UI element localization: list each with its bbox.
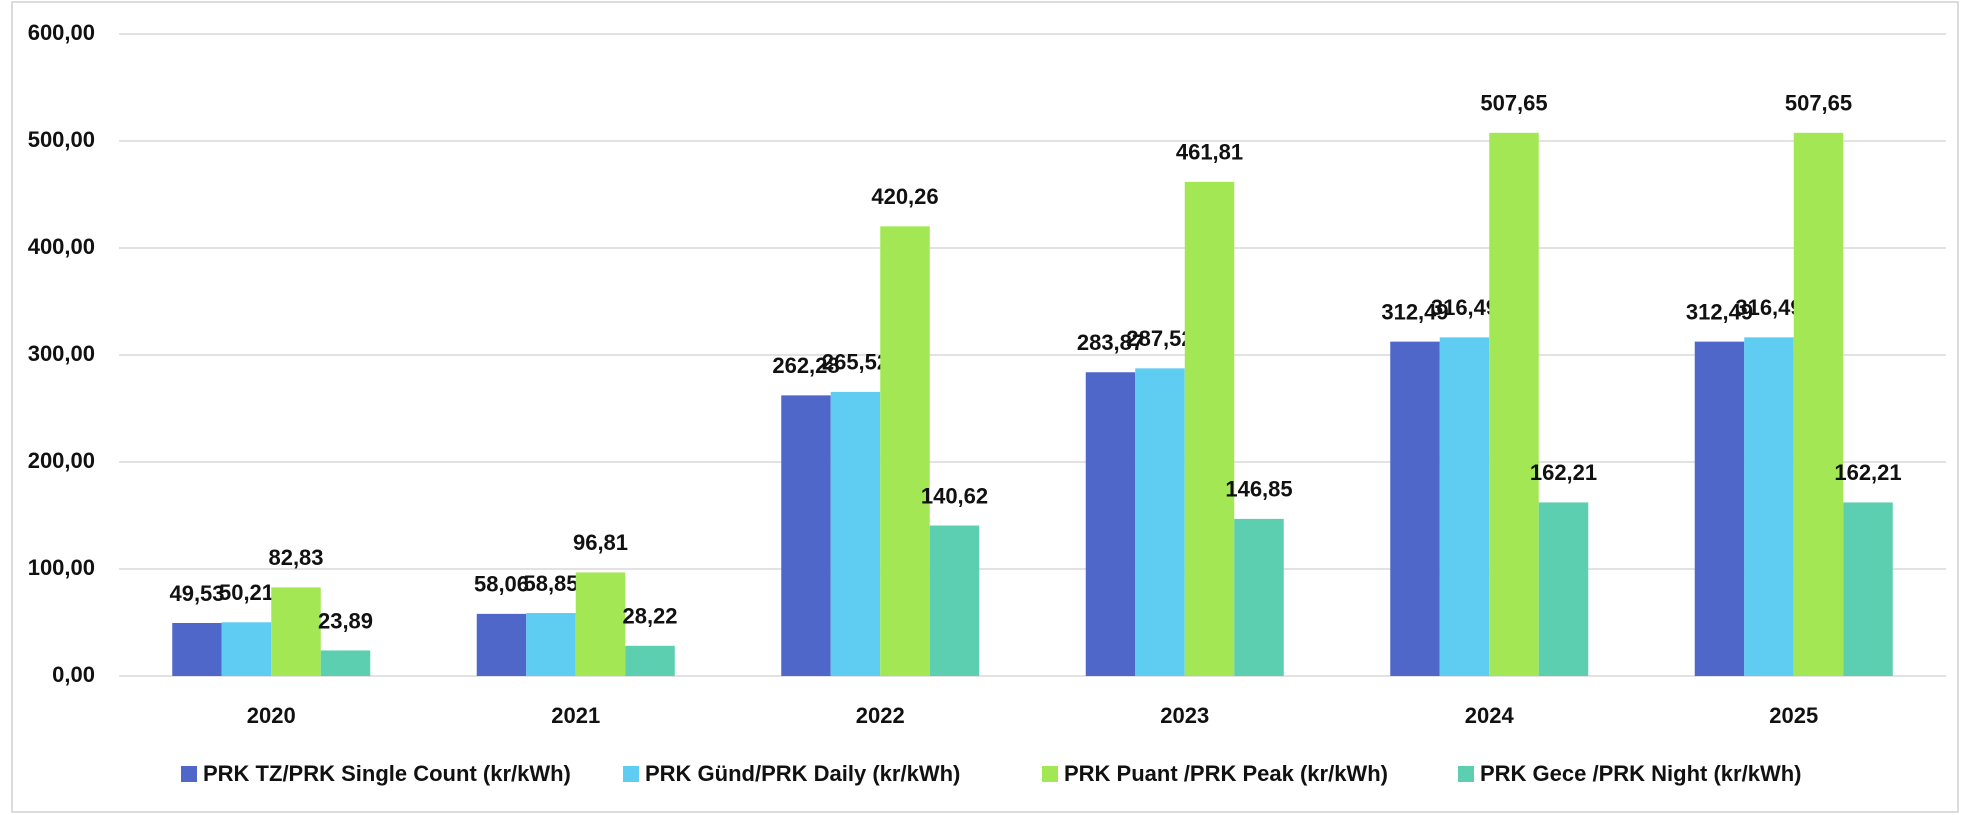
data-label: 507,65 (1785, 91, 1852, 116)
bar (271, 587, 321, 676)
bar (1694, 341, 1745, 676)
data-label: 58,85 (523, 571, 578, 596)
y-tick-label: 500,00 (28, 127, 95, 152)
y-tick-label: 600,00 (28, 20, 95, 45)
bar (172, 623, 222, 676)
data-label: 146,85 (1225, 477, 1292, 502)
y-tick-label: 400,00 (28, 234, 95, 259)
bar (1184, 181, 1235, 677)
bar (1744, 337, 1794, 676)
bar (880, 226, 930, 677)
legend-label: PRK Gece /PRK Night (kr/kWh) (1480, 761, 1801, 786)
bar (1135, 368, 1185, 676)
bar (830, 391, 881, 676)
y-tick-label: 300,00 (28, 341, 95, 366)
bar (526, 613, 576, 676)
legend-marker (623, 766, 639, 782)
data-label: 23,89 (318, 608, 373, 633)
bar (1793, 132, 1844, 676)
x-tick-label: 2021 (551, 703, 600, 728)
bar (221, 622, 272, 676)
bar (320, 650, 371, 676)
bar (625, 645, 675, 676)
data-label: 312,49 (1381, 299, 1448, 324)
data-label: 316,49 (1431, 295, 1498, 320)
data-label: 507,65 (1480, 91, 1547, 116)
data-label: 162,21 (1834, 460, 1901, 485)
y-tick-label: 200,00 (28, 448, 95, 473)
x-tick-label: 2020 (247, 703, 296, 728)
y-tick-label: 100,00 (28, 555, 95, 580)
data-label: 28,22 (622, 604, 677, 629)
data-label: 82,83 (268, 545, 323, 570)
data-label: 49,53 (169, 581, 224, 606)
bar (929, 525, 980, 676)
data-label: 162,21 (1530, 460, 1597, 485)
data-label: 461,81 (1176, 140, 1243, 165)
data-label: 140,62 (921, 483, 988, 508)
chart-frame (11, 1, 1959, 813)
data-label: 312,49 (1686, 299, 1753, 324)
bar (1489, 132, 1539, 676)
bar (575, 572, 626, 676)
x-tick-label: 2024 (1465, 703, 1515, 728)
data-label: 283,87 (1077, 330, 1144, 355)
legend-marker (1458, 766, 1474, 782)
legend-label: PRK TZ/PRK Single Count (kr/kWh) (203, 761, 571, 786)
bar (1439, 337, 1490, 676)
data-label: 420,26 (871, 184, 938, 209)
bar (781, 395, 831, 676)
bar (1085, 372, 1136, 676)
data-label: 287,52 (1126, 326, 1193, 351)
legend-marker (1042, 766, 1058, 782)
data-label: 265,52 (822, 350, 889, 375)
bar (1234, 518, 1284, 676)
legend-marker (181, 766, 197, 782)
bar (476, 613, 527, 676)
bar (1538, 502, 1589, 676)
data-label: 58,06 (474, 572, 529, 597)
x-tick-label: 2023 (1160, 703, 1209, 728)
data-label: 316,49 (1735, 295, 1802, 320)
legend-label: PRK Puant /PRK Peak (kr/kWh) (1064, 761, 1388, 786)
legend-label: PRK Günd/PRK Daily (kr/kWh) (645, 761, 960, 786)
x-tick-label: 2022 (856, 703, 905, 728)
data-label: 96,81 (573, 530, 628, 555)
bar (1390, 341, 1440, 676)
x-tick-label: 2025 (1769, 703, 1818, 728)
data-label: 50,21 (219, 580, 274, 605)
y-tick-label: 0,00 (52, 662, 95, 687)
bar (1843, 502, 1893, 676)
data-label: 262,28 (772, 353, 839, 378)
